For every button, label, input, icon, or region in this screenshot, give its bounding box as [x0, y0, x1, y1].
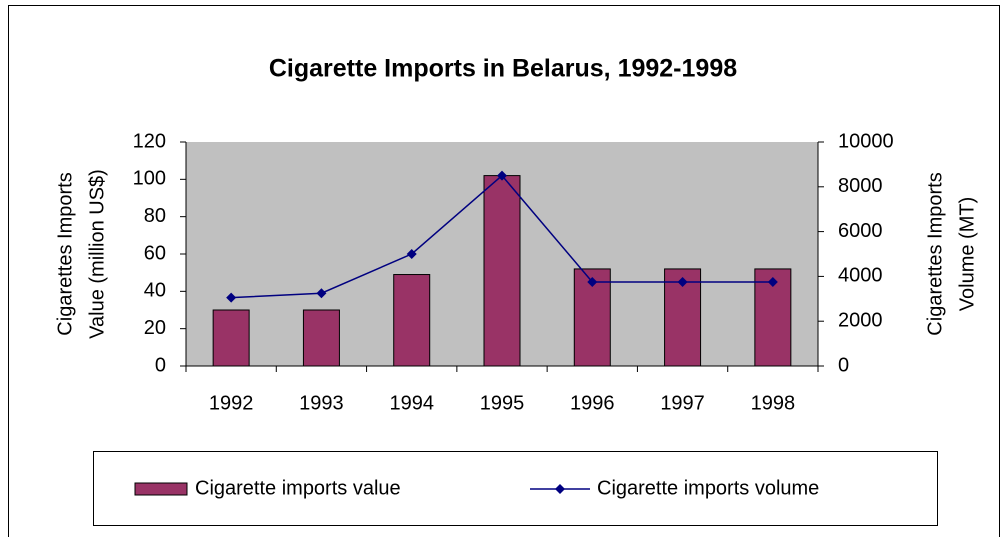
- y2-tick-label: 0: [838, 354, 849, 376]
- x-tick-label: 1993: [299, 392, 344, 414]
- y-tick-label: 60: [144, 242, 166, 264]
- y-tick-label: 20: [144, 317, 166, 339]
- legend-label: Cigarette imports value: [195, 477, 401, 499]
- bar: [393, 274, 431, 367]
- y-tick-label: 100: [133, 168, 166, 190]
- x-tick-label: 1992: [209, 392, 254, 414]
- y2-axis-title: Volume (MT): [956, 197, 978, 311]
- y2-tick-label: 8000: [838, 175, 883, 197]
- bar: [302, 309, 340, 367]
- x-tick-label: 1995: [480, 392, 525, 414]
- y-axis-title: Cigarettes Imports: [54, 172, 76, 335]
- legend-marker: [555, 484, 565, 494]
- legend-label: Cigarette imports volume: [597, 477, 819, 499]
- y2-tick-label: 4000: [838, 265, 883, 287]
- marker: [316, 288, 327, 299]
- y-axis-title: Value (million US$): [86, 169, 108, 339]
- y2-tick-label: 2000: [838, 309, 883, 331]
- x-tick-label: 1994: [389, 392, 434, 414]
- x-tick-label: 1996: [570, 392, 615, 414]
- y2-tick-label: 6000: [838, 220, 883, 242]
- marker: [767, 277, 778, 287]
- y2-tick-label: 10000: [838, 130, 894, 152]
- bar: [212, 309, 250, 367]
- marker: [497, 170, 507, 181]
- marker: [226, 292, 237, 303]
- y-tick-label: 40: [144, 280, 166, 302]
- chart-border: [8, 5, 1000, 537]
- y-tick-label: 80: [144, 205, 166, 227]
- legend-box: [93, 451, 938, 526]
- x-tick-label: 1997: [660, 392, 705, 414]
- y2-axis-title: Cigarettes Imports: [924, 172, 946, 335]
- x-tick-label: 1998: [751, 392, 796, 414]
- marker: [406, 249, 417, 259]
- marker: [677, 277, 688, 287]
- chart-title: Cigarette Imports in Belarus, 1992-1998: [269, 55, 737, 83]
- legend-swatch: [134, 482, 188, 496]
- y-tick-label: 120: [133, 130, 166, 152]
- marker: [587, 277, 598, 287]
- bar: [483, 175, 521, 367]
- y-tick-label: 0: [155, 354, 166, 376]
